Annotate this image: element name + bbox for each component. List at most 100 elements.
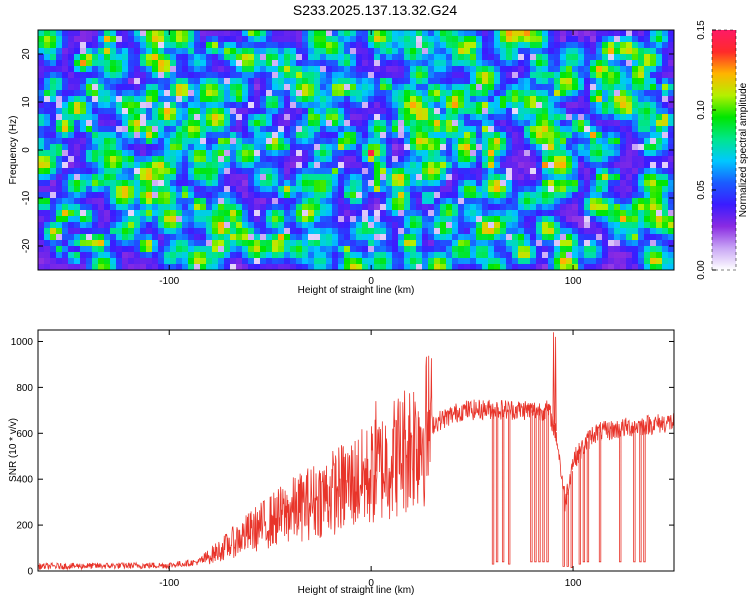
spectrogram-cell xyxy=(548,252,555,259)
spectrogram-cell xyxy=(170,102,177,109)
spectrogram-cell xyxy=(446,126,453,133)
spectrogram-cell xyxy=(92,264,99,270)
spectrogram-cell xyxy=(302,156,309,163)
spectrogram-cell xyxy=(50,192,57,199)
spectrogram-cell xyxy=(134,114,141,121)
spectrogram-cell xyxy=(602,186,609,193)
spectrogram-cell xyxy=(140,60,147,67)
spectrogram-cell xyxy=(368,54,375,61)
spectrogram-cell xyxy=(638,180,645,187)
spectrogram-cell xyxy=(146,30,153,37)
spectrogram-cell xyxy=(56,108,63,115)
spectrogram-cell xyxy=(356,138,363,145)
spectrogram-cell xyxy=(596,150,603,157)
spectrogram-cell xyxy=(488,180,495,187)
spectrogram-cell xyxy=(104,258,111,265)
spectrogram-cell xyxy=(626,90,633,97)
spectrogram-cell xyxy=(452,126,459,133)
spectrogram-cell xyxy=(524,228,531,235)
spectrogram-cell xyxy=(158,222,165,229)
spectrogram-cell xyxy=(80,96,87,103)
spectrogram-cell xyxy=(440,222,447,229)
spectrogram-cell xyxy=(260,228,267,235)
spectrogram-cell xyxy=(404,168,411,175)
spectrogram-cell xyxy=(128,144,135,151)
spectrogram-cell xyxy=(464,228,471,235)
spectrogram-cell xyxy=(296,30,303,37)
spectrogram-cell xyxy=(458,246,465,253)
spectrogram-x-label: Height of straight line (km) xyxy=(298,285,415,296)
spectrogram-cell xyxy=(338,228,345,235)
spectrogram-cell xyxy=(590,264,597,270)
spectrogram-cell xyxy=(398,216,405,223)
spectrogram-cell xyxy=(548,120,555,127)
spectrogram-cell xyxy=(530,90,537,97)
spectrogram-cell xyxy=(542,60,549,67)
spectrogram-cell xyxy=(44,36,51,43)
spectrogram-cell xyxy=(86,42,93,49)
spectrogram-cell xyxy=(152,258,159,265)
spectrogram-cell xyxy=(482,144,489,151)
spectrogram-cell xyxy=(302,96,309,103)
spectrogram-cell xyxy=(530,60,537,67)
spectrogram-cell xyxy=(422,216,429,223)
spectrogram-cell xyxy=(308,228,315,235)
spectrogram-cell xyxy=(380,168,387,175)
spectrogram-cell xyxy=(350,186,357,193)
spectrogram-cell xyxy=(464,78,471,85)
spectrogram-cell xyxy=(656,36,663,43)
spectrogram-cell xyxy=(344,42,351,49)
spectrogram-cell xyxy=(614,114,621,121)
spectrogram-cell xyxy=(602,246,609,253)
spectrogram-cell xyxy=(230,222,237,229)
spectrogram-cell xyxy=(530,186,537,193)
spectrogram-cell xyxy=(278,252,285,259)
spectrogram-cell xyxy=(422,192,429,199)
spectrogram-cell xyxy=(446,132,453,139)
spectrogram-cell xyxy=(392,258,399,265)
spectrogram-cell xyxy=(596,264,603,270)
spectrogram-cell xyxy=(560,222,567,229)
spectrogram-cell xyxy=(104,126,111,133)
spectrogram-cell xyxy=(620,72,627,79)
y-tick-label: 400 xyxy=(16,475,33,486)
spectrogram-cell xyxy=(656,210,663,217)
spectrogram-cell xyxy=(38,72,45,79)
spectrogram-cell xyxy=(476,228,483,235)
spectrogram-cell xyxy=(356,264,363,270)
spectrogram-cell xyxy=(272,30,279,37)
spectrogram-cell xyxy=(356,204,363,211)
spectrogram-cell xyxy=(230,180,237,187)
spectrogram-cell xyxy=(380,186,387,193)
spectrogram-cell xyxy=(332,252,339,259)
spectrogram-cell xyxy=(494,36,501,43)
spectrogram-cell xyxy=(614,198,621,205)
spectrogram-cell xyxy=(152,60,159,67)
spectrogram-cell xyxy=(62,216,69,223)
spectrogram-cell xyxy=(362,198,369,205)
spectrogram-cell xyxy=(518,66,525,73)
spectrogram-cell xyxy=(158,72,165,79)
spectrogram-cell xyxy=(470,114,477,121)
spectrogram-cell xyxy=(152,90,159,97)
spectrogram-cell xyxy=(554,48,561,55)
spectrogram-cell xyxy=(536,72,543,79)
spectrogram-cell xyxy=(470,144,477,151)
spectrogram-cell xyxy=(416,72,423,79)
spectrogram-cell xyxy=(308,96,315,103)
spectrogram-cell xyxy=(440,54,447,61)
spectrogram-cell xyxy=(314,96,321,103)
spectrogram-cell xyxy=(260,156,267,163)
spectrogram-cell xyxy=(104,150,111,157)
spectrogram-cell xyxy=(296,216,303,223)
spectrogram-cell xyxy=(446,96,453,103)
spectrogram-cell xyxy=(368,138,375,145)
spectrogram-cell xyxy=(620,30,627,37)
spectrogram-cell xyxy=(146,114,153,121)
spectrogram-cell xyxy=(596,222,603,229)
spectrogram-cell xyxy=(260,108,267,115)
spectrogram-cell xyxy=(194,108,201,115)
spectrogram-cell xyxy=(338,240,345,247)
spectrogram-cell xyxy=(50,252,57,259)
spectrogram-cell xyxy=(152,30,159,37)
